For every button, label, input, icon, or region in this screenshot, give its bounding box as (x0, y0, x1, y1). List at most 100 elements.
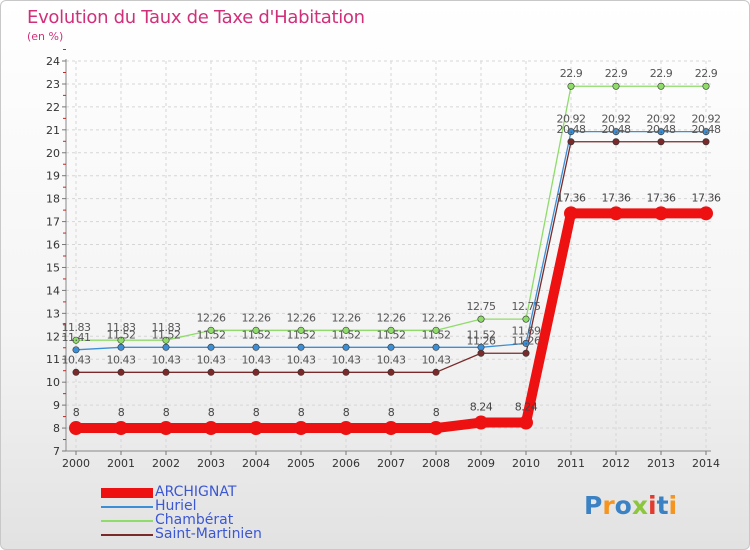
x-tick-label: 2004 (242, 457, 270, 470)
data-label: 10.43 (332, 353, 361, 366)
data-label: 8 (433, 406, 440, 419)
x-tick-label: 2011 (557, 457, 585, 470)
legend-label: Chambérat (155, 512, 234, 528)
data-point (522, 339, 530, 347)
data-point (342, 326, 350, 334)
data-label: 12.26 (242, 311, 271, 324)
data-label: 12.26 (332, 311, 361, 324)
data-label: 11.52 (467, 328, 496, 341)
data-label: 10.43 (287, 353, 316, 366)
data-label: 10.43 (377, 353, 406, 366)
data-label: 11.41 (62, 331, 91, 344)
data-label: 22.9 (650, 67, 673, 80)
data-label: 20.48 (557, 123, 586, 136)
data-label: 10.43 (152, 353, 181, 366)
y-tick-label: 22 (46, 101, 60, 114)
data-label: 11.83 (107, 321, 136, 334)
data-label: 11.52 (377, 328, 406, 341)
data-label: 11.52 (332, 328, 361, 341)
data-point (342, 368, 350, 376)
data-point (162, 343, 170, 351)
data-label: 10.43 (422, 353, 451, 366)
data-label: 17.36 (647, 191, 676, 204)
y-tick-label: 18 (46, 193, 60, 206)
data-point (429, 421, 443, 436)
data-label: 20.92 (692, 113, 721, 126)
data-point (297, 326, 305, 334)
data-point (297, 343, 305, 351)
data-point (117, 368, 125, 376)
chart-legend: ARCHIGNAT Huriel Chambérat Saint-Martinien (101, 484, 301, 542)
x-tick-label: 2005 (287, 457, 315, 470)
data-point (294, 421, 308, 436)
data-point (657, 82, 665, 90)
data-label: 12.75 (467, 300, 496, 313)
data-label: 20.92 (557, 113, 586, 126)
x-tick-label: 2009 (467, 457, 495, 470)
data-label: 8 (208, 406, 215, 419)
data-point (339, 421, 353, 436)
data-point (387, 368, 395, 376)
y-tick-label: 11 (46, 353, 60, 366)
data-point (252, 326, 260, 334)
chart-unit-label: (en %) (27, 30, 64, 43)
legend-item: Huriel (101, 498, 301, 514)
data-point (654, 206, 668, 221)
data-label: 11.83 (62, 321, 91, 334)
data-point (612, 138, 620, 146)
data-point (117, 343, 125, 351)
legend-item: ARCHIGNAT (101, 484, 301, 500)
logo-letter: r (602, 491, 615, 520)
data-point (567, 82, 575, 90)
chart-title: Evolution du Taux de Taxe d'Habitation (27, 7, 365, 28)
data-label: 20.92 (647, 113, 676, 126)
data-label: 8.24 (515, 401, 538, 414)
data-label: 12.75 (512, 300, 541, 313)
data-point (342, 343, 350, 351)
logo-letter: P (584, 491, 603, 520)
data-point (609, 206, 623, 221)
data-label: 8 (388, 406, 395, 419)
legend-swatch (101, 534, 153, 536)
logo-letter: i (648, 491, 657, 520)
legend-swatch (101, 520, 153, 522)
y-tick-label: 9 (53, 399, 60, 412)
data-point (702, 82, 710, 90)
logo-letter: i (668, 491, 678, 520)
y-tick-label: 13 (46, 307, 60, 320)
data-point (657, 128, 665, 136)
x-tick-label: 2012 (602, 457, 630, 470)
y-tick-label: 14 (46, 284, 60, 297)
data-point (432, 343, 440, 351)
data-point (567, 138, 575, 146)
data-point (474, 415, 488, 430)
y-tick-label: 15 (46, 261, 60, 274)
x-tick-label: 2014 (692, 457, 720, 470)
data-point (204, 421, 218, 436)
y-tick-label: 10 (46, 376, 60, 389)
data-point (207, 343, 215, 351)
data-label: 8 (73, 406, 80, 419)
data-label: 11.52 (287, 328, 316, 341)
data-label: 11.52 (242, 328, 271, 341)
data-label: 11.83 (152, 321, 181, 334)
proxiti-logo[interactable]: Proxiti (584, 491, 677, 520)
y-tick-label: 7 (53, 445, 60, 458)
data-point (564, 206, 578, 221)
data-point (477, 349, 485, 357)
x-tick-label: 2006 (332, 457, 360, 470)
data-label: 17.36 (602, 191, 631, 204)
data-point (432, 368, 440, 376)
data-point (699, 206, 713, 221)
legend-label: Saint-Martinien (155, 526, 262, 542)
data-label: 17.36 (692, 191, 721, 204)
data-point (117, 336, 125, 344)
y-tick-label: 21 (46, 124, 60, 137)
data-point (162, 336, 170, 344)
data-point (567, 128, 575, 136)
y-tick-label: 17 (46, 216, 60, 229)
data-label: 12.26 (287, 311, 316, 324)
data-label: 11.52 (152, 328, 181, 341)
y-tick-label: 20 (46, 147, 60, 160)
